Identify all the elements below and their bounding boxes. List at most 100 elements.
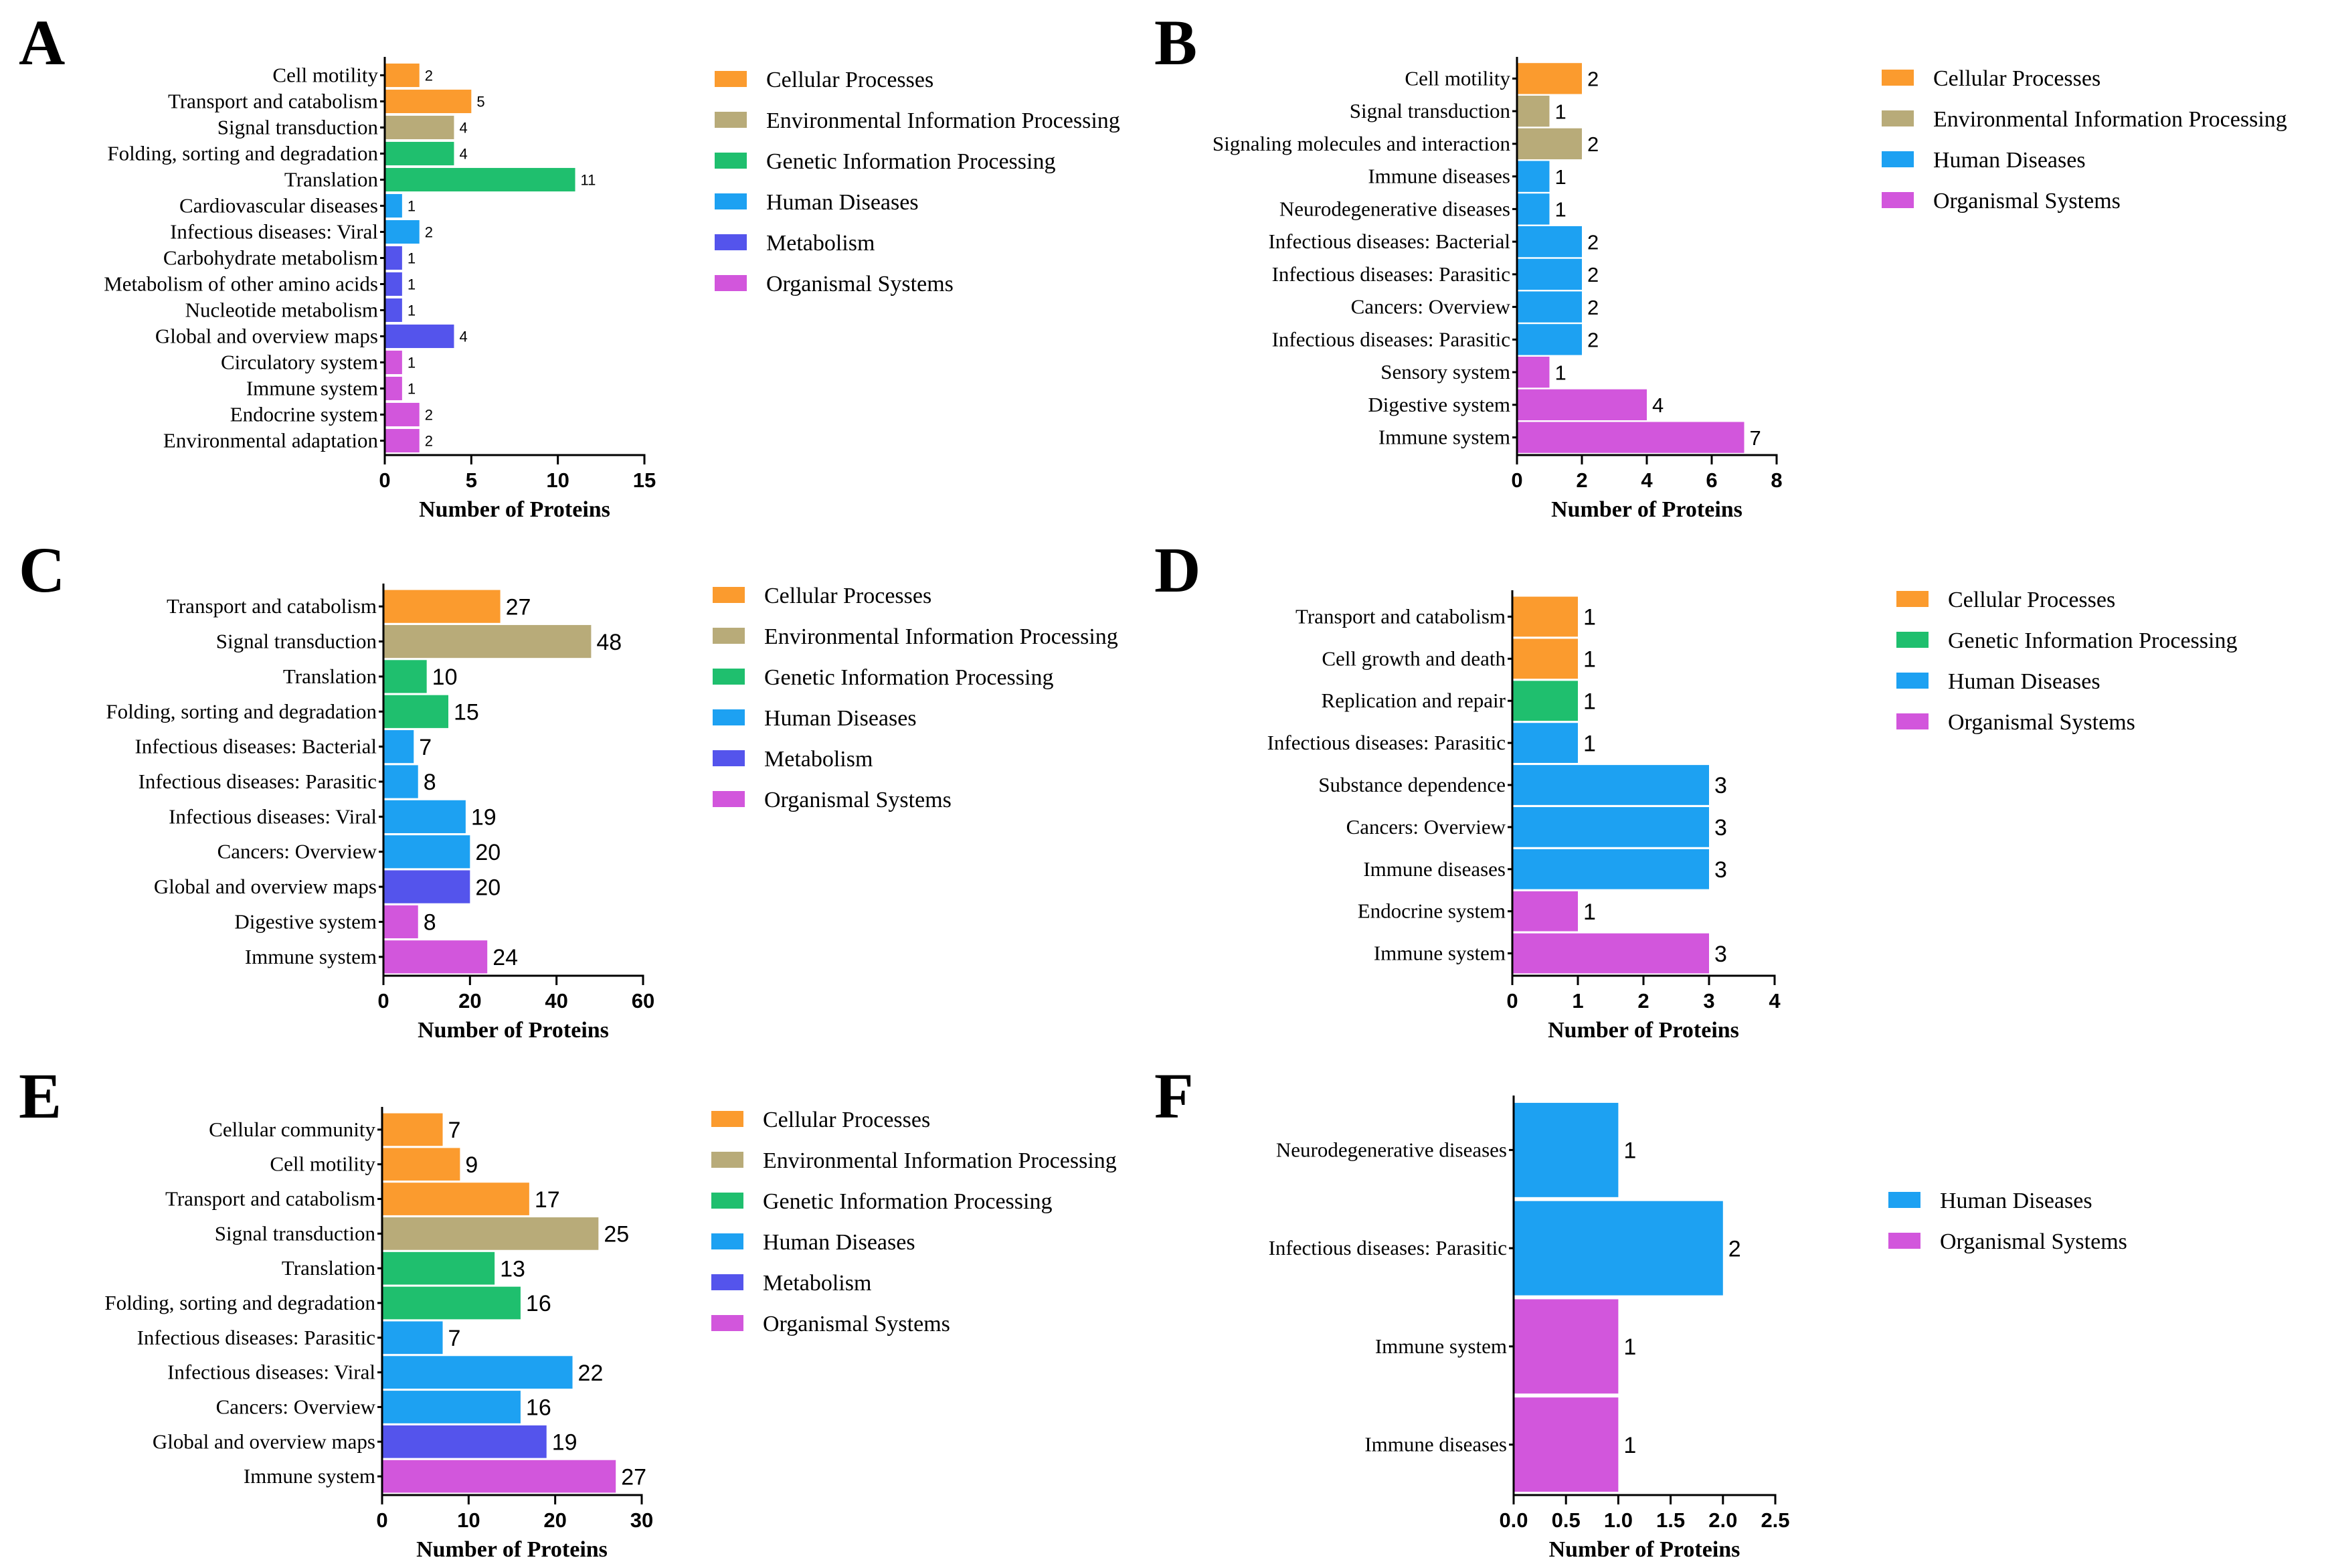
bar	[382, 1425, 547, 1458]
legend-swatch	[711, 1152, 743, 1168]
category-label: Global and overview maps	[154, 875, 377, 898]
data-label: 2	[1728, 1236, 1741, 1261]
x-tick-label: 5	[466, 468, 477, 492]
category-label: Sensory system	[1380, 360, 1510, 383]
bar	[1512, 891, 1578, 932]
bar	[385, 428, 420, 453]
category-label: Infectious diseases: Parasitic	[1272, 262, 1510, 286]
legend: Cellular Processes Environmental Informat…	[715, 68, 1120, 296]
bar	[383, 905, 418, 939]
bar	[1517, 63, 1582, 94]
category-label: Infectious diseases: Parasitic	[1272, 327, 1510, 351]
data-label: 2	[425, 67, 433, 84]
bar	[1517, 226, 1582, 258]
data-label: 2	[1587, 230, 1599, 254]
x-tick-label: 1.0	[1604, 1508, 1633, 1532]
legend-label: Cellular Processes	[766, 68, 933, 92]
category-label: Cardiovascular diseases	[179, 194, 378, 217]
data-label: 20	[475, 840, 501, 865]
legend-swatch	[1888, 1233, 1920, 1249]
bar	[385, 63, 420, 88]
x-tick-label: 40	[545, 989, 567, 1013]
category-label: Infectious diseases: Bacterial	[1268, 230, 1510, 253]
legend-swatch	[1896, 713, 1929, 729]
panel-letter: F	[1154, 1060, 1194, 1132]
legend-label: Organismal Systems	[1933, 189, 2121, 213]
category-label: Transport and catabolism	[167, 594, 377, 618]
legend-swatch	[1882, 110, 1914, 126]
data-label: 7	[448, 1118, 461, 1143]
bar	[1517, 128, 1582, 160]
legend-label: Organismal Systems	[764, 788, 952, 812]
x-tick-label: 0.5	[1552, 1508, 1581, 1532]
legend: Cellular Processes Environmental Informat…	[1882, 66, 2287, 213]
x-axis-title: Number of Proteins	[416, 1537, 608, 1562]
x-tick-label: 0	[1511, 468, 1522, 492]
category-label: Translation	[283, 665, 377, 688]
bar	[1512, 596, 1578, 637]
data-label: 48	[596, 630, 622, 655]
data-label: 3	[1714, 815, 1727, 841]
data-label: 1	[408, 380, 416, 397]
category-label: Global and overview maps	[155, 325, 378, 348]
category-label: Neurodegenerative diseases	[1276, 1138, 1507, 1161]
category-label: Transport and catabolism	[165, 1187, 375, 1211]
category-label: Signal transduction	[1350, 99, 1511, 122]
legend-label: Organismal Systems	[1940, 1229, 2127, 1254]
legend-swatch	[715, 71, 747, 87]
x-tick-label: 8	[1771, 468, 1782, 492]
category-label: Immune system	[1378, 426, 1510, 449]
category-label: Immune system	[246, 377, 378, 400]
legend-label: Metabolism	[764, 747, 873, 772]
legend-label: Human Diseases	[763, 1230, 915, 1255]
legend-label: Human Diseases	[766, 190, 919, 215]
bar	[385, 324, 454, 349]
legend-swatch	[1882, 70, 1914, 86]
bar	[382, 1356, 573, 1389]
legend-label: Genetic Information Processing	[763, 1189, 1052, 1214]
category-label: Infectious diseases: Bacterial	[135, 735, 377, 758]
category-label: Carbohydrate metabolism	[163, 246, 378, 270]
data-label: 2	[425, 224, 433, 240]
legend-label: Genetic Information Processing	[766, 149, 1055, 174]
bar	[1517, 389, 1647, 421]
legend-label: Human Diseases	[764, 706, 917, 731]
bar	[385, 350, 402, 375]
legend-swatch	[715, 153, 747, 169]
data-label: 1	[1583, 689, 1596, 714]
x-tick-label: 15	[633, 468, 656, 492]
category-label: Immune system	[1374, 942, 1506, 965]
data-label: 2	[1587, 263, 1599, 286]
bar	[383, 695, 448, 728]
category-label: Cellular community	[209, 1118, 375, 1141]
x-tick-label: 0	[379, 468, 390, 492]
panel-letter: D	[1154, 534, 1200, 606]
data-label: 25	[604, 1222, 629, 1247]
bar	[385, 141, 454, 166]
legend-swatch	[1882, 151, 1914, 167]
category-label: Substance dependence	[1318, 773, 1506, 796]
data-label: 4	[1652, 394, 1664, 417]
x-tick-label: 2.0	[1708, 1508, 1737, 1532]
panel-c: C Transport and catabolism 27 Signal transd…	[19, 534, 1118, 1043]
x-tick-label: 2	[1576, 468, 1587, 492]
bar	[1517, 422, 1744, 453]
x-tick-label: 4	[1641, 468, 1653, 492]
bar	[382, 1391, 521, 1423]
bar	[385, 115, 454, 140]
bar	[382, 1286, 521, 1320]
x-tick-label: 20	[458, 989, 481, 1013]
category-label: Cell motility	[272, 64, 378, 87]
category-label: Endocrine system	[1358, 899, 1506, 923]
data-label: 3	[1714, 942, 1727, 967]
data-label: 22	[578, 1361, 604, 1386]
x-tick-label: 2.5	[1761, 1508, 1789, 1532]
data-label: 1	[1623, 1433, 1636, 1458]
legend-label: Metabolism	[766, 231, 875, 256]
category-label: Endocrine system	[230, 403, 378, 426]
bar	[385, 298, 402, 323]
bar	[382, 1251, 495, 1285]
legend-label: Environmental Information Processing	[1933, 107, 2287, 132]
x-tick-label: 60	[632, 989, 654, 1013]
legend-swatch	[713, 750, 745, 766]
